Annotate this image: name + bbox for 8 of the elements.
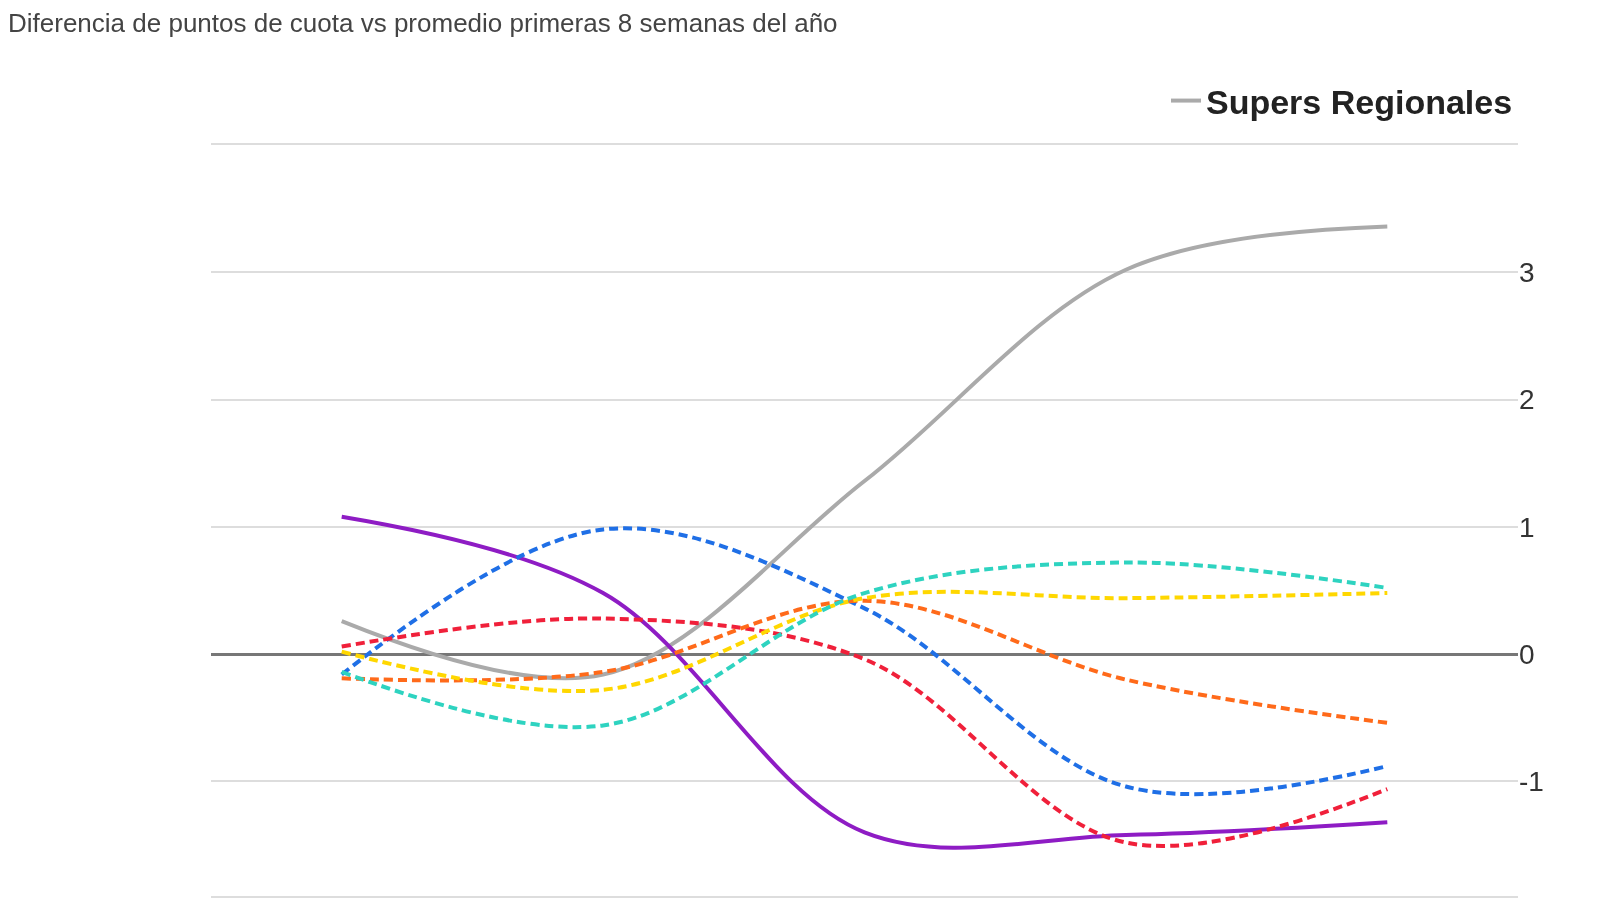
y-tick-label: 0 [1519, 638, 1535, 670]
y-tick-label: 3 [1519, 257, 1535, 289]
y-tick-label: -1 [1519, 766, 1544, 798]
y-tick-label: 2 [1519, 384, 1535, 416]
legend-label: Supers Regionales [1206, 82, 1513, 121]
line-series [339, 598, 1390, 725]
y-tick-label: 1 [1519, 511, 1535, 543]
chart-title: Diferencia de puntos de cuota vs promedio primeras 8 semanas del año [8, 7, 838, 38]
